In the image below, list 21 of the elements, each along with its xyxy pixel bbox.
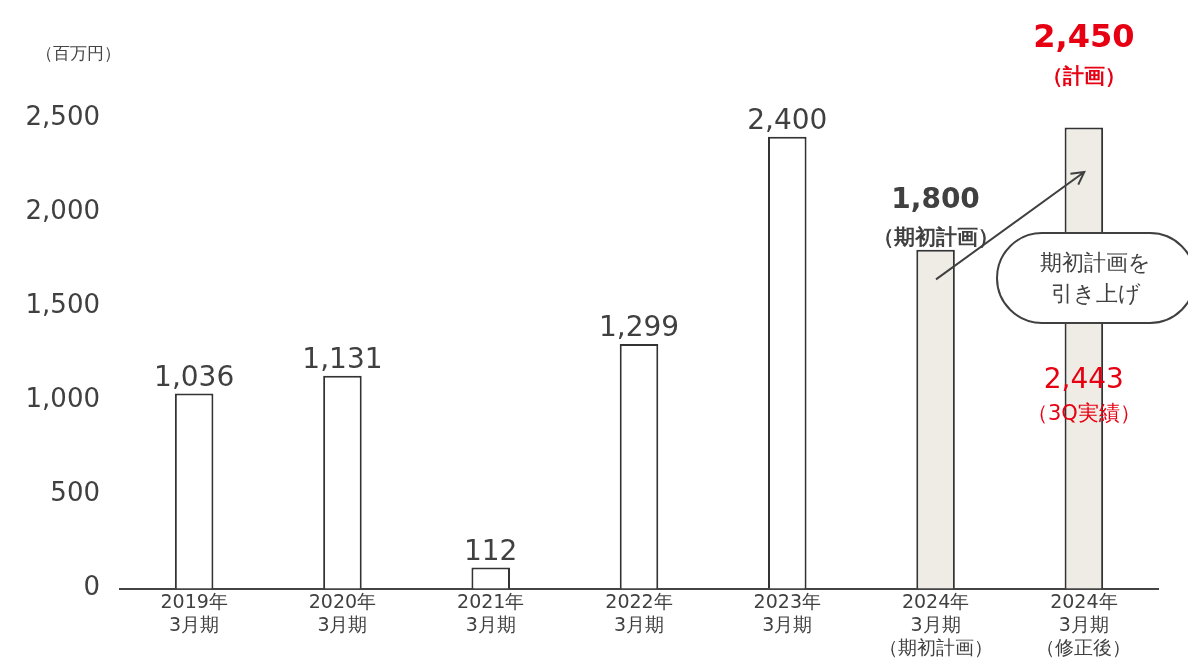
y-tick-label: 500 bbox=[50, 477, 100, 508]
x-tick-label: 2024年3月期（修正後） bbox=[1036, 589, 1132, 658]
x-tick-label: 2021年3月期 bbox=[457, 589, 525, 635]
x-tick-label: 2024年3月期（期初計画） bbox=[878, 589, 993, 658]
y-axis-title: （百万円） bbox=[36, 42, 121, 65]
data-label: 112 bbox=[463, 533, 518, 567]
data-label: 1,299 bbox=[598, 310, 680, 344]
x-tick-label: 2019年3月期 bbox=[160, 589, 228, 635]
callout-box: 期初計画を引き上げ bbox=[995, 231, 1188, 324]
data-label: 2,400 bbox=[747, 102, 828, 136]
y-tick-label: 1,500 bbox=[25, 288, 100, 319]
data-label: 1,131 bbox=[302, 341, 383, 375]
data-label: 2,450（計画） bbox=[1033, 17, 1135, 89]
x-tick-label: 2020年3月期 bbox=[308, 589, 377, 635]
data-label: 1,036 bbox=[154, 359, 235, 393]
x-tick-label: 2023年3月期 bbox=[753, 589, 821, 635]
y-tick-label: 2,000 bbox=[25, 194, 100, 225]
y-tick-label: 1,000 bbox=[25, 383, 100, 414]
y-tick-label: 2,500 bbox=[25, 100, 100, 131]
x-tick-label: 2022年3月期 bbox=[605, 589, 673, 635]
y-tick-label: 0 bbox=[83, 571, 100, 602]
